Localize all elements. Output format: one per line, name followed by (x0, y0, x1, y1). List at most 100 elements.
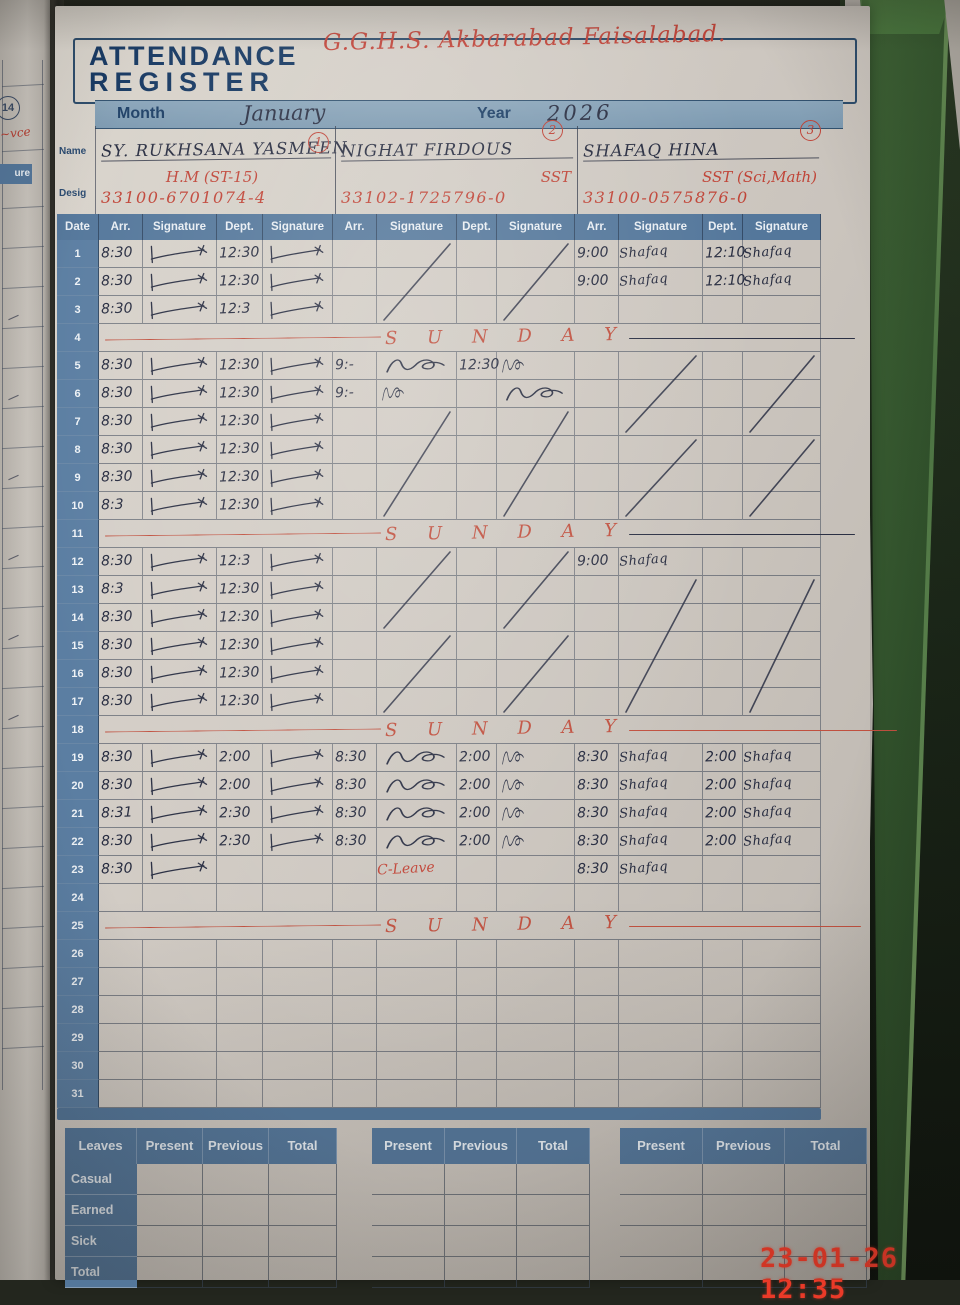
prev-page-row-line (2, 805, 44, 810)
date-cell: 18 (57, 716, 99, 744)
entry-cell: 2:00 (703, 800, 743, 828)
entry-cell: 8:30 (99, 688, 143, 716)
entry-cell (143, 492, 217, 520)
entry-cell (263, 632, 333, 660)
summary-value-cell (517, 1257, 590, 1288)
summary-header-row: Present Previous Total (372, 1128, 590, 1164)
entry-cell (377, 1052, 457, 1080)
sunday-handwriting: S U N D A Y (384, 519, 629, 546)
entry-cell (743, 688, 821, 716)
signature-handwriting: Shafaq (618, 831, 669, 850)
attendance-row: 17 8:30 12:30 (57, 688, 821, 716)
entry-cell (99, 1080, 143, 1108)
signature-tick-mark (150, 272, 208, 292)
entry-cell (217, 940, 263, 968)
time-handwriting: 8:3 (100, 580, 124, 598)
entry-cell (703, 604, 743, 632)
entry-cell: Shafaq (619, 548, 703, 576)
entry-cell: 8:30 (99, 436, 143, 464)
entry-cell (457, 492, 497, 520)
date-cell: 22 (57, 828, 99, 856)
entry-cell (619, 1052, 703, 1080)
entry-cell (497, 352, 575, 380)
summary-column-header: Present (137, 1128, 203, 1164)
sunday-handwriting: S U N D A Y (384, 911, 629, 938)
entry-cell: 12:30 (217, 240, 263, 268)
signature-tick-mark (150, 776, 208, 796)
signature-tick-mark (150, 748, 208, 768)
attendance-row: 1 8:30 12:30 9:00 Shafaq 12:10 Shafaq (57, 240, 821, 268)
attendance-row: 7 8:30 12:30 (57, 408, 821, 436)
entry-cell (263, 1052, 333, 1080)
date-cell: 29 (57, 1024, 99, 1052)
signature-scribble (502, 835, 524, 849)
entry-cell: 9:00 (575, 548, 619, 576)
time-handwriting: 2:00 (458, 776, 491, 794)
entry-cell (457, 1080, 497, 1108)
signature-handwriting: Shafaq (742, 803, 793, 822)
entry-cell (703, 436, 743, 464)
prev-page-row-line (2, 645, 44, 650)
entry-cell (143, 296, 217, 324)
prev-page-rule (42, 60, 43, 1090)
prev-page-ink-mark (8, 394, 19, 401)
entry-cell: Shafaq (619, 856, 703, 884)
entry-cell: 2:00 (457, 800, 497, 828)
attendance-row: 26 (57, 940, 821, 968)
entry-cell (575, 1080, 619, 1108)
register-title: ATTENDANCE REGISTER (89, 42, 298, 96)
summary-value-cell (703, 1195, 785, 1226)
entry-cell (457, 268, 497, 296)
signature-tick-mark (270, 356, 324, 376)
prev-page-row-line (2, 565, 44, 570)
time-handwriting: 8:30 (576, 860, 609, 878)
entry-cell: 8:30 (575, 856, 619, 884)
entry-cell (377, 604, 457, 632)
entry-cell (99, 968, 143, 996)
entry-cell (143, 968, 217, 996)
time-handwriting: 12:10 (704, 272, 746, 290)
entry-cell (143, 744, 217, 772)
entry-cell: 2:30 (217, 828, 263, 856)
signature-tick-mark (270, 300, 324, 320)
entry-cell (333, 632, 377, 660)
sunday-red-line-left (105, 924, 381, 929)
date-cell: 16 (57, 660, 99, 688)
entry-cell: 8:30 (575, 772, 619, 800)
prev-page-row-line (2, 725, 44, 730)
summary-header-row: Present Previous Total (620, 1128, 867, 1164)
entry-cell (143, 352, 217, 380)
entry-cell (703, 380, 743, 408)
entry-cell (457, 436, 497, 464)
summary-value-cell (445, 1164, 517, 1195)
attendance-row: 2 8:30 12:30 9:00 Shafaq 12:10 Shafaq (57, 268, 821, 296)
attendance-row: 25 S U N D A Y (57, 911, 861, 940)
entry-cell (263, 772, 333, 800)
summary-row-label: Sick (65, 1226, 137, 1257)
entry-cell (457, 996, 497, 1024)
entry-cell (333, 660, 377, 688)
entry-cell (263, 240, 333, 268)
sunday-row: S U N D A Y (99, 911, 861, 940)
signature-handwriting: Shafaq (618, 243, 669, 262)
time-handwriting: 12:30 (218, 608, 260, 626)
entry-cell (263, 660, 333, 688)
summary-row: Total (65, 1257, 337, 1288)
date-cell: 2 (57, 268, 99, 296)
column-header: Signature (619, 214, 703, 240)
summary-row: Earned (65, 1195, 337, 1226)
entry-cell (575, 1052, 619, 1080)
entry-cell (743, 884, 821, 912)
time-handwriting: 8:30 (100, 300, 133, 318)
time-handwriting: 8:30 (100, 636, 133, 654)
signature-tick-mark (150, 412, 208, 432)
entry-cell (263, 352, 333, 380)
time-handwriting: 12:30 (218, 440, 260, 458)
entry-cell (217, 1080, 263, 1108)
entry-cell (457, 380, 497, 408)
entry-cell (497, 660, 575, 688)
attendance-row: 11 S U N D A Y (57, 519, 855, 548)
entry-cell (619, 688, 703, 716)
summary-row (372, 1195, 590, 1226)
summary-value-cell (137, 1257, 203, 1288)
